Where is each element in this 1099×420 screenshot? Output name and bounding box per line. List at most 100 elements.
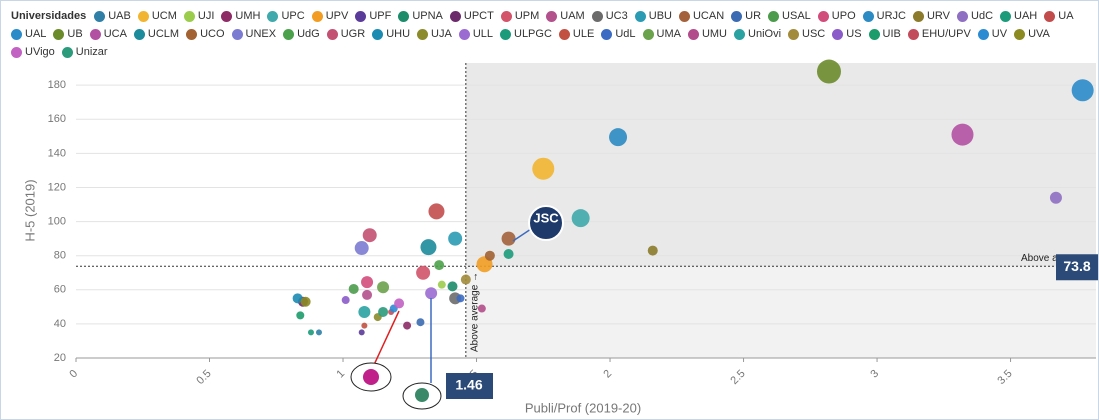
legend-item[interactable]: UniOvi [734, 25, 781, 43]
legend-item[interactable]: UB [53, 25, 83, 43]
legend-label: UV [991, 28, 1008, 40]
legend-label: UPF [369, 10, 392, 22]
legend-item[interactable]: USC [788, 25, 825, 43]
legend-item[interactable]: UCO [186, 25, 225, 43]
legend-item[interactable]: UVA [1014, 25, 1050, 43]
legend-item[interactable]: UIB [868, 25, 901, 43]
legend-item[interactable]: ULL [458, 25, 493, 43]
legend-item[interactable]: UCA [89, 25, 127, 43]
legend-item[interactable]: UBU [634, 7, 672, 25]
legend-swatch [957, 10, 969, 22]
legend-swatch [601, 28, 613, 40]
legend-label: UMA [656, 28, 681, 40]
legend-swatch [398, 10, 410, 22]
legend-item[interactable]: UPV [311, 7, 349, 25]
bubble [456, 294, 465, 303]
y-tick-label: 60 [54, 284, 66, 296]
legend-item[interactable]: UAL [11, 25, 46, 43]
legend-item[interactable]: UMA [642, 25, 681, 43]
legend-item[interactable]: UPNA [398, 7, 443, 25]
legend-swatch [832, 28, 844, 40]
legend-item[interactable]: UC3 [591, 7, 628, 25]
legend-item[interactable]: UPO [817, 7, 856, 25]
legend-label: UHU [386, 28, 411, 40]
legend-item[interactable]: UCM [137, 7, 177, 25]
bubble [292, 293, 303, 304]
x-axis-title: Publi/Prof (2019-20) [525, 400, 641, 415]
y-tick-label: 100 [48, 215, 66, 227]
legend-item[interactable]: UMU [687, 25, 728, 43]
bubble [416, 265, 431, 280]
legend-label: UR [745, 10, 762, 22]
legend-label: UPO [831, 10, 856, 22]
legend-item[interactable]: URJC [862, 7, 906, 25]
legend-item[interactable]: UMH [221, 7, 260, 25]
legend-swatch [417, 28, 429, 40]
legend-item[interactable]: UdG [283, 25, 320, 43]
legend-label: ULE [572, 28, 595, 40]
legend-swatch [788, 28, 800, 40]
legend-item[interactable]: UdL [601, 25, 636, 43]
bubble [484, 250, 495, 261]
bubble [448, 231, 463, 246]
legend-item[interactable]: UAB [94, 7, 131, 25]
legend-item[interactable]: UV [977, 25, 1008, 43]
legend-label: UA [1058, 10, 1074, 22]
legend-item[interactable]: UdC [957, 7, 993, 25]
legend-label: UPV [325, 10, 349, 22]
legend-item[interactable]: UAM [546, 7, 585, 25]
legend-item[interactable]: ULE [558, 25, 595, 43]
legend-item[interactable]: UPM [500, 7, 539, 25]
legend-swatch [907, 28, 919, 40]
legend-swatch [89, 28, 101, 40]
legend-swatch [355, 10, 367, 22]
legend-swatch [231, 28, 243, 40]
legend-item[interactable]: UJI [183, 7, 214, 25]
bubble [377, 281, 390, 294]
legend-label: UPCT [463, 10, 494, 22]
legend-item[interactable]: UCAN [678, 7, 725, 25]
legend-label: UdC [971, 10, 994, 22]
legend-label: Unizar [75, 46, 108, 58]
legend-item[interactable]: UPCT [449, 7, 494, 25]
legend-swatch [133, 28, 145, 40]
bubble [428, 203, 445, 220]
legend-label: UCAN [692, 10, 725, 22]
legend-item[interactable]: UR [731, 7, 761, 25]
legend-label: UBU [648, 10, 672, 22]
legend-item[interactable]: UNEX [231, 25, 276, 43]
legend-label: UC3 [605, 10, 628, 22]
legend-label: UPNA [412, 10, 443, 22]
legend-item[interactable]: USAL [768, 7, 811, 25]
bubble [403, 321, 412, 330]
legend-item[interactable]: Unizar [61, 43, 108, 61]
legend-item[interactable]: US [832, 25, 862, 43]
x-tick-label: 2.5 [728, 368, 747, 387]
x-average-box [446, 373, 493, 399]
bubble [307, 329, 314, 336]
bubble [315, 329, 322, 336]
legend-item[interactable]: EHU/UPV [907, 25, 971, 43]
legend-item[interactable]: UAH [1000, 7, 1037, 25]
bubble [816, 59, 841, 84]
legend-item[interactable]: UA [1044, 7, 1074, 25]
bubble [532, 157, 555, 180]
legend-label: UMU [701, 28, 728, 40]
legend-label: UVA [1028, 28, 1050, 40]
legend-item[interactable]: UGR [326, 25, 365, 43]
legend-label: US [846, 28, 862, 40]
bubble [425, 287, 438, 300]
legend-swatch [912, 10, 924, 22]
bubble [361, 322, 368, 329]
bubble [300, 296, 311, 307]
legend-item[interactable]: URV [912, 7, 950, 25]
legend-item[interactable]: UHU [372, 25, 410, 43]
legend-item[interactable]: UVigo [11, 43, 55, 61]
y-tick-label: 140 [48, 147, 66, 159]
legend-item[interactable]: UPF [355, 7, 391, 25]
legend-item[interactable]: UCLM [133, 25, 179, 43]
legend-item[interactable]: UPC [267, 7, 305, 25]
legend-item[interactable]: ULPGC [500, 25, 552, 43]
legend-swatch [731, 10, 743, 22]
legend-item[interactable]: UJA [417, 25, 452, 43]
